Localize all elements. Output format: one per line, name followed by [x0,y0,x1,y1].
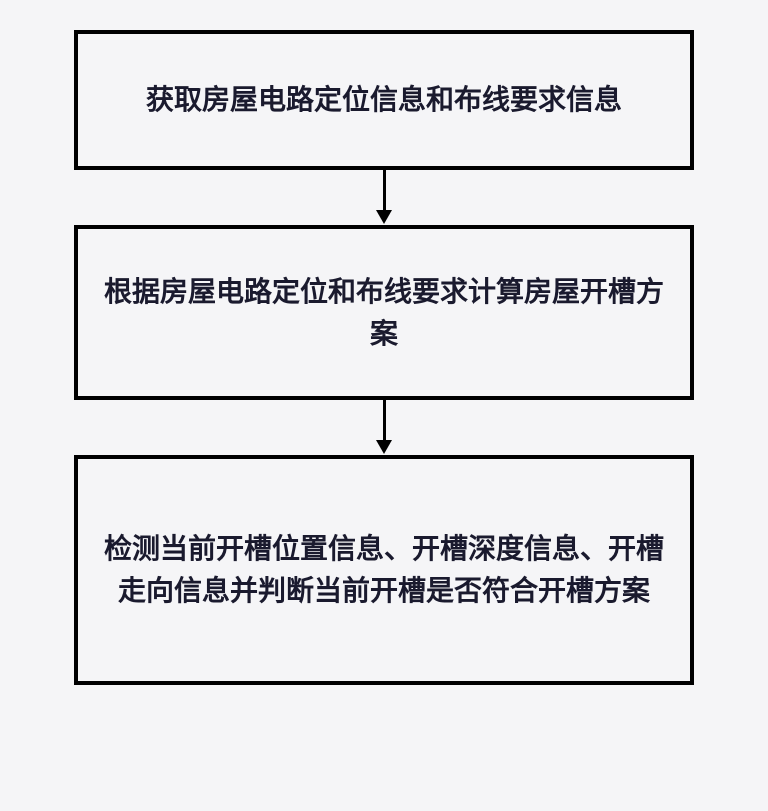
arrow-2-head [376,440,392,454]
arrow-2-line [383,400,386,440]
arrow-1 [376,170,392,225]
flowchart-container: 获取房屋电路定位信息和布线要求信息 根据房屋电路定位和布线要求计算房屋开槽方案 … [0,30,768,685]
flowchart-node-2: 根据房屋电路定位和布线要求计算房屋开槽方案 [74,225,694,400]
flowchart-node-3: 检测当前开槽位置信息、开槽深度信息、开槽走向信息并判断当前开槽是否符合开槽方案 [74,455,694,685]
node-1-text: 获取房屋电路定位信息和布线要求信息 [146,79,622,121]
arrow-1-line [383,170,386,210]
node-2-text: 根据房屋电路定位和布线要求计算房屋开槽方案 [103,271,665,355]
arrow-2 [376,400,392,455]
arrow-1-head [376,210,392,224]
flowchart-node-1: 获取房屋电路定位信息和布线要求信息 [74,30,694,170]
node-3-text: 检测当前开槽位置信息、开槽深度信息、开槽走向信息并判断当前开槽是否符合开槽方案 [103,528,665,612]
